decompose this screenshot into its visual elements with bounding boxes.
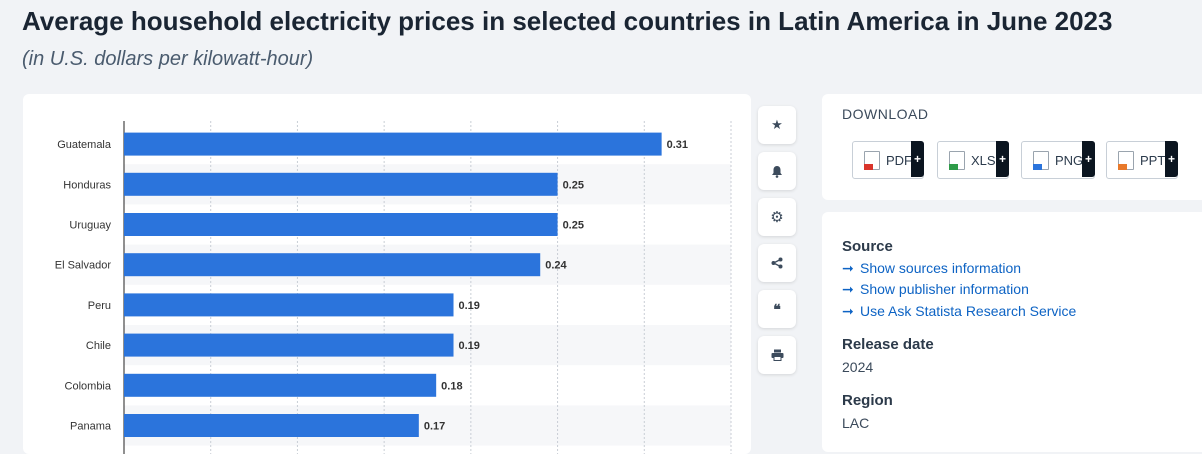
gear-icon: ⚙ (770, 209, 784, 226)
research-service-label: Use Ask Statista Research Service (860, 303, 1077, 319)
plus-icon: + (1165, 141, 1178, 177)
ppt-icon (1118, 150, 1134, 170)
png-icon (1033, 150, 1049, 170)
print-button[interactable] (758, 336, 796, 374)
bar-peru (124, 293, 454, 317)
show-publisher-link[interactable]: ➞ Show publisher information (842, 281, 1029, 298)
bar-honduras (124, 172, 558, 196)
bell-icon (772, 165, 782, 178)
download-pdf-button[interactable]: PDF + (852, 141, 924, 179)
page-title: Average household electricity prices in … (22, 6, 1113, 36)
category-label: Guatemala (57, 139, 112, 151)
arrow-right-icon: ➞ (842, 281, 854, 297)
plus-icon: + (911, 141, 924, 177)
value-label: 0.25 (563, 179, 584, 191)
value-label: 0.24 (545, 260, 567, 272)
bar-panama (124, 414, 419, 437)
show-publisher-label: Show publisher information (860, 281, 1029, 297)
plus-icon: + (1082, 141, 1095, 177)
region-heading: Region (842, 392, 893, 409)
page-subtitle: (in U.S. dollars per kilowatt-hour) (22, 48, 314, 70)
arrow-right-icon: ➞ (842, 260, 854, 276)
category-label: Panama (70, 421, 112, 433)
category-label: Peru (88, 300, 111, 312)
bar-guatemala (124, 132, 662, 156)
value-label: 0.31 (667, 139, 688, 151)
bar-el-salvador (124, 253, 541, 277)
bar-uruguay (124, 213, 558, 236)
value-label: 0.19 (459, 300, 480, 312)
bar-chile (124, 333, 454, 357)
download-xls-label: XLS (971, 152, 996, 168)
value-label: 0.18 (441, 380, 462, 392)
category-label: Colombia (65, 380, 112, 392)
plus-icon: + (996, 141, 1009, 177)
bar-colombia (124, 373, 437, 397)
notification-button[interactable] (758, 152, 796, 190)
quote-icon: ❝ (773, 300, 781, 317)
share-button[interactable] (758, 244, 796, 282)
arrow-right-icon: ➞ (842, 303, 854, 319)
download-png-button[interactable]: PNG + (1021, 141, 1095, 179)
share-icon (771, 257, 783, 269)
download-heading: DOWNLOAD (842, 106, 929, 122)
bar-chart: Guatemala 0.31 Honduras 0.25 Uruguay 0.25 El S… (55, 121, 732, 454)
star-icon: ★ (771, 117, 783, 132)
download-xls-button[interactable]: XLS + (937, 141, 1009, 179)
pdf-icon (864, 150, 880, 170)
region-value: LAC (842, 415, 870, 431)
download-pdf-label: PDF (886, 152, 912, 168)
value-label: 0.25 (563, 220, 584, 232)
favorite-button[interactable]: ★ (758, 106, 796, 144)
category-label: Uruguay (69, 220, 111, 232)
category-label: Honduras (63, 179, 111, 191)
cite-button[interactable]: ❝ (758, 290, 796, 328)
source-heading: Source (842, 238, 893, 255)
release-date-value: 2024 (842, 359, 874, 375)
info-panel: Source ➞ Show sources information ➞ Show p… (822, 212, 1202, 452)
value-label: 0.19 (459, 340, 480, 352)
xls-icon (949, 150, 965, 170)
download-panel: DOWNLOAD PDF + XLS + PNG + PPT + (822, 94, 1202, 200)
download-ppt-label: PPT (1140, 152, 1166, 168)
release-date-heading: Release date (842, 336, 934, 353)
print-icon (771, 349, 783, 361)
show-sources-label: Show sources information (860, 260, 1022, 276)
settings-button[interactable]: ⚙ (758, 198, 796, 236)
value-label: 0.17 (424, 421, 445, 433)
category-label: El Salvador (55, 260, 112, 272)
research-service-link[interactable]: ➞ Use Ask Statista Research Service (842, 303, 1076, 320)
show-sources-link[interactable]: ➞ Show sources information (842, 260, 1021, 277)
download-png-label: PNG (1055, 152, 1084, 168)
download-ppt-button[interactable]: PPT + (1106, 141, 1178, 179)
chart-card: Guatemala 0.31 Honduras 0.25 Uruguay 0.25 El S… (23, 94, 751, 454)
category-label: Chile (86, 340, 111, 352)
